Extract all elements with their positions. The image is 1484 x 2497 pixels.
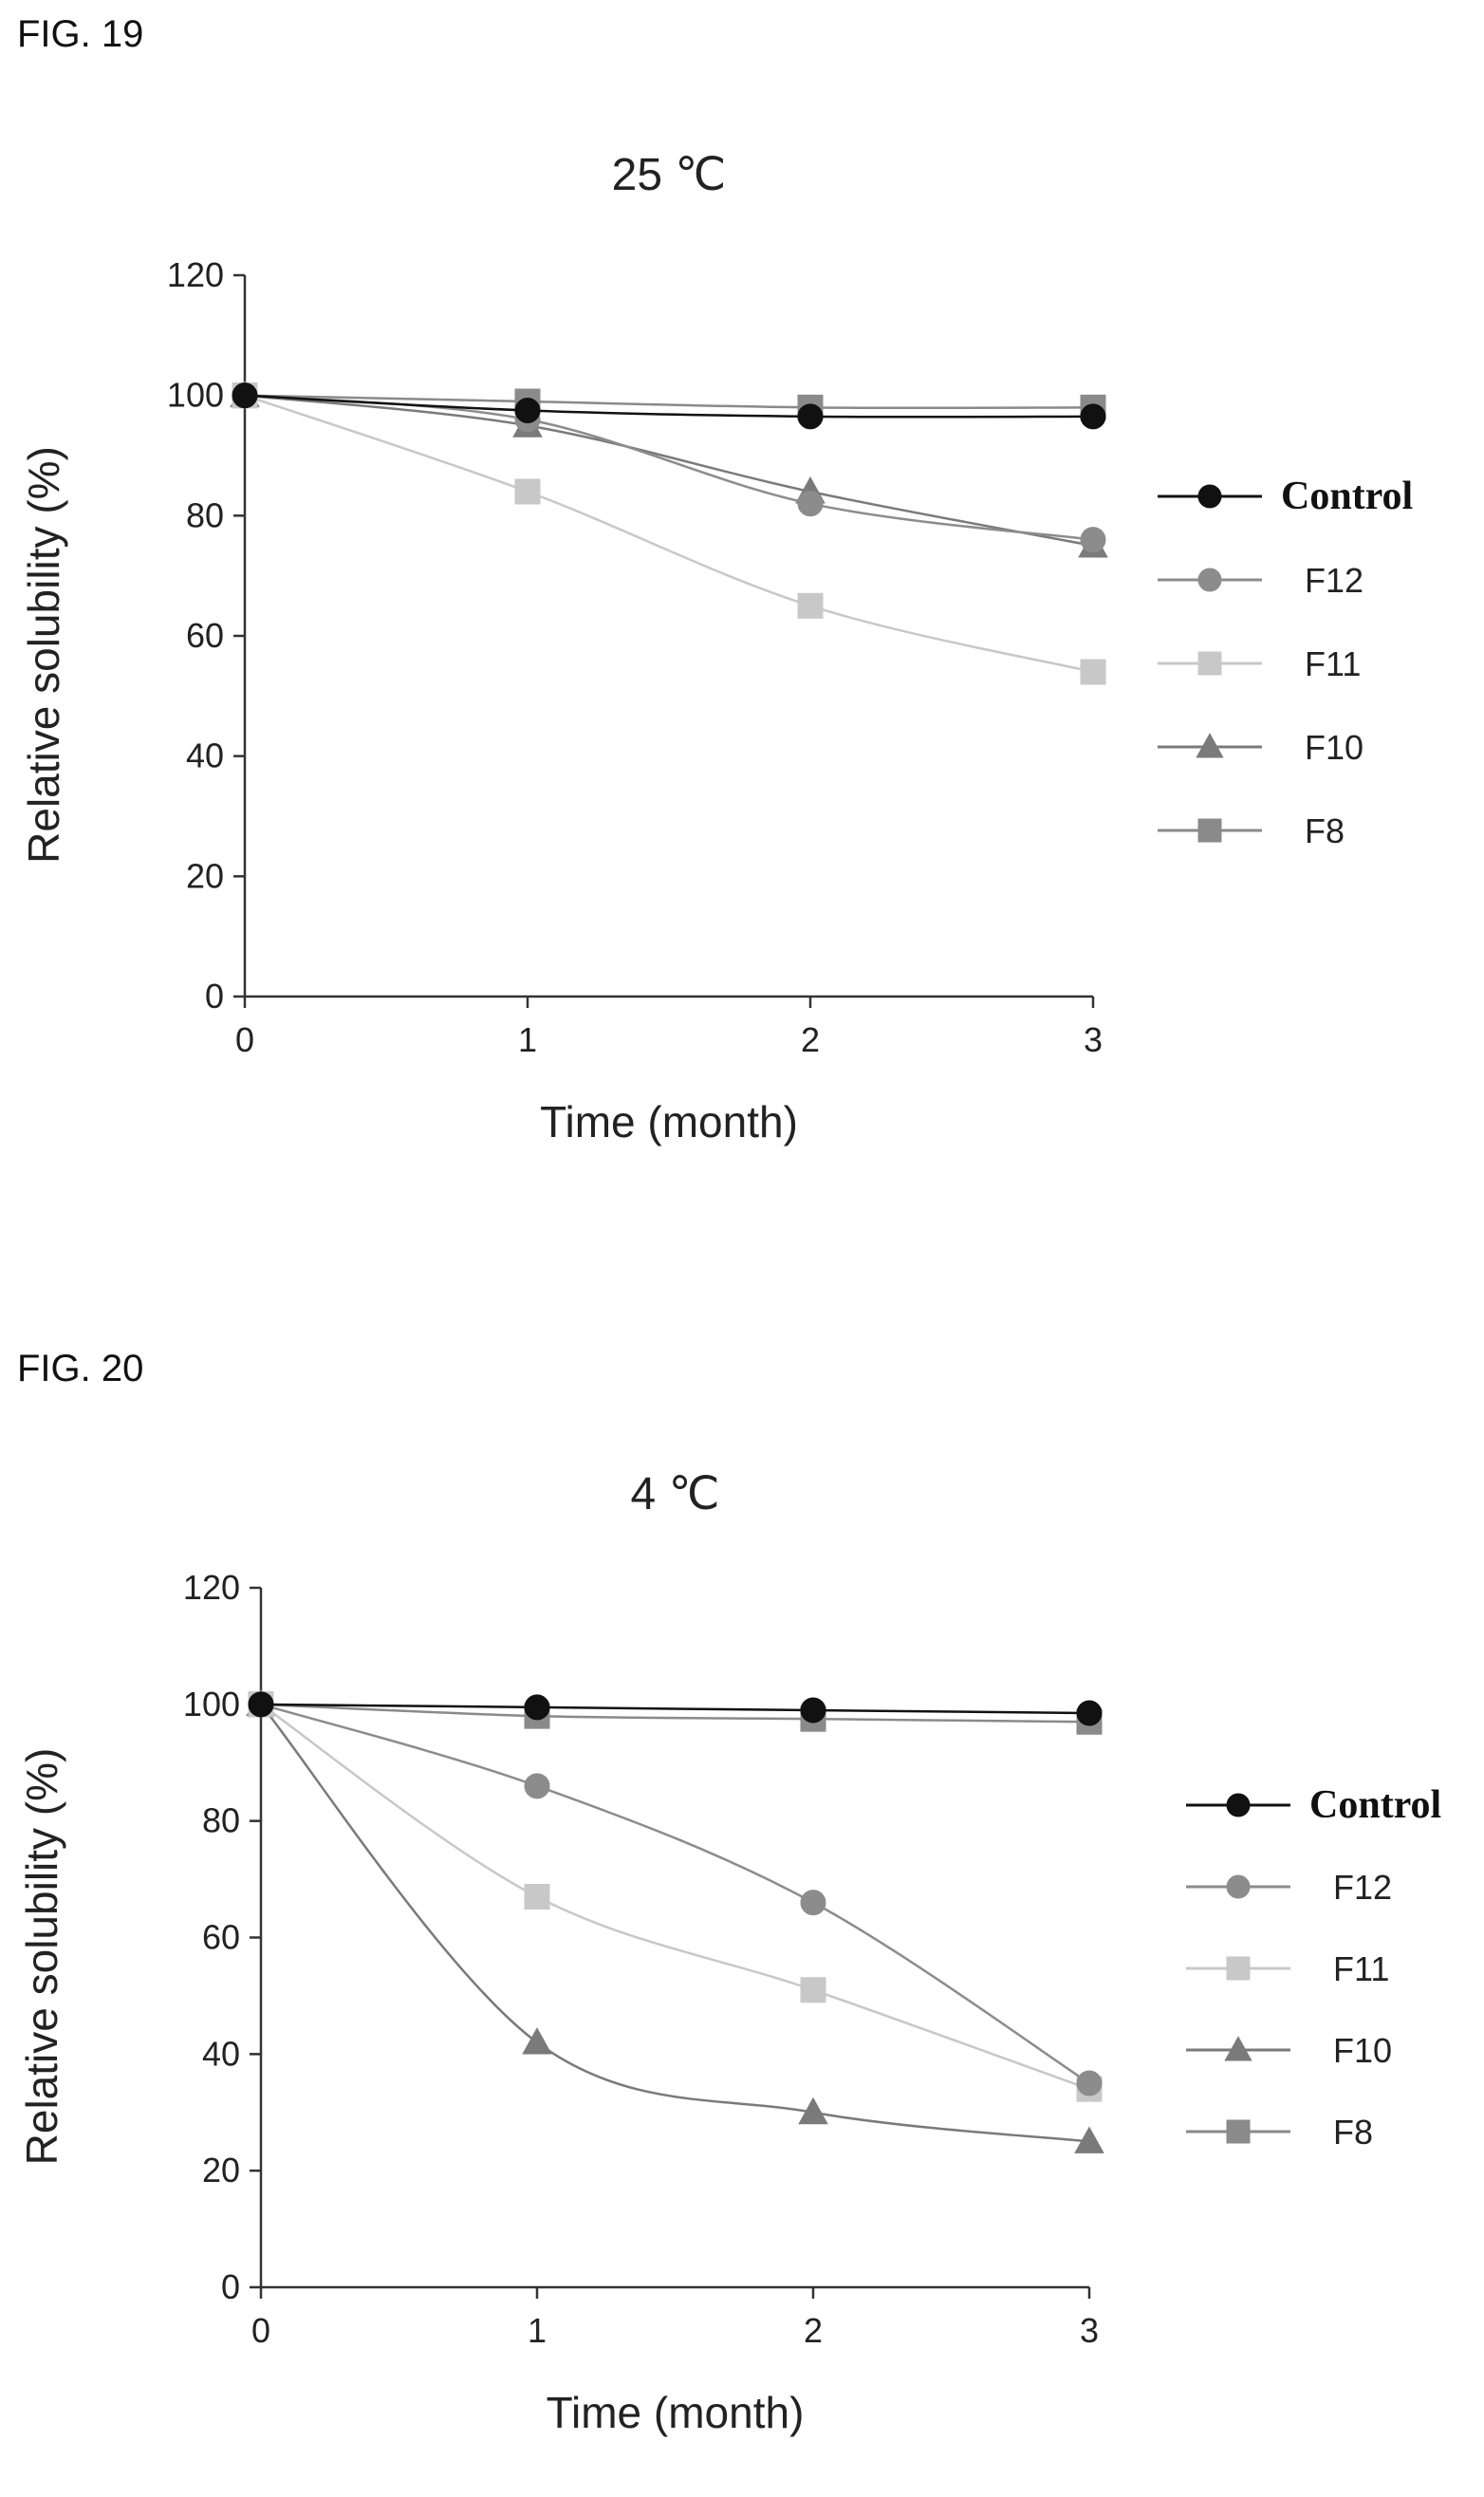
fig20-x-tick-label: 0 bbox=[251, 2311, 270, 2350]
fig19-legend-marker-f11 bbox=[1197, 651, 1222, 676]
fig19-legend-marker-f8 bbox=[1197, 818, 1222, 843]
fig19-y-tick-label: 0 bbox=[205, 977, 224, 1016]
fig19-y-tick-label: 60 bbox=[186, 616, 224, 655]
fig20-point-f12 bbox=[800, 1890, 826, 1916]
fig20-point-f12 bbox=[524, 1773, 550, 1799]
fig20-series-line-control bbox=[260, 1703, 1090, 1715]
fig20-legend-label-f12: F12 bbox=[1333, 1868, 1392, 1907]
fig19-point-f11 bbox=[797, 592, 824, 619]
fig19-y-tick-label: 40 bbox=[186, 736, 224, 775]
fig20-legend-marker-f10 bbox=[1224, 2036, 1252, 2061]
fig20-legend-label-control: Control bbox=[1309, 1783, 1441, 1827]
fig19-x-tick-label: 3 bbox=[1084, 1020, 1103, 1059]
fig20-point-control bbox=[1076, 1700, 1103, 1726]
fig20-point-f10 bbox=[798, 2096, 828, 2125]
fig20-legend-marker-f12 bbox=[1226, 1874, 1251, 1899]
fig19-x-tick-label: 2 bbox=[801, 1020, 820, 1059]
fig19-y-tick-label: 120 bbox=[167, 255, 224, 294]
fig19-series-line-f8 bbox=[244, 394, 1094, 410]
fig19-series-line-control bbox=[244, 394, 1094, 419]
fig20-point-f10 bbox=[522, 2027, 552, 2055]
fig20-series-line-f11 bbox=[260, 1703, 1090, 2091]
fig20-legend-label-f8: F8 bbox=[1333, 2113, 1373, 2152]
fig19-legend-label-control: Control bbox=[1281, 475, 1413, 518]
fig20-chart-title: 4 ℃ bbox=[631, 1469, 720, 1519]
fig20-x-tick-label: 3 bbox=[1080, 2311, 1099, 2350]
fig20-point-control bbox=[248, 1691, 274, 1718]
fig19-series-line-f11 bbox=[244, 394, 1094, 674]
fig20-legend-marker-control bbox=[1226, 1793, 1251, 1817]
fig19-x-tick-label: 0 bbox=[235, 1020, 254, 1059]
fig20-y-tick-label: 80 bbox=[202, 1801, 240, 1840]
fig19-series-line-f10 bbox=[244, 394, 1094, 548]
fig20-y-tick-label: 20 bbox=[202, 2151, 240, 2190]
fig19-y-tick-label: 80 bbox=[186, 495, 224, 534]
fig19-legend-label-f11: F11 bbox=[1305, 644, 1361, 683]
fig20-point-f11 bbox=[524, 1884, 550, 1910]
fig20-legend-label-f11: F11 bbox=[1333, 1949, 1389, 1988]
figure-label-20: FIG. 20 bbox=[17, 1348, 144, 1389]
fig20-y-tick-label: 120 bbox=[183, 1568, 240, 1607]
fig20-y-tick-label: 0 bbox=[221, 2267, 240, 2306]
fig19-y-tick-label: 100 bbox=[167, 376, 224, 415]
line-chart-25c: 25 ℃ 0 20 40 60 80 100 120 0 1 2 3 Time (month) Relat… bbox=[19, 150, 1413, 1146]
fig19-y-axis-title: Relative solubility (%) bbox=[19, 446, 68, 864]
fig19-point-f11 bbox=[514, 478, 541, 505]
fig19-legend-label-f8: F8 bbox=[1305, 811, 1345, 850]
fig19-point-control bbox=[514, 398, 541, 423]
fig20-y-axis-title: Relative solubility (%) bbox=[17, 1748, 66, 2166]
fig20-point-control bbox=[800, 1697, 826, 1724]
fig19-point-control bbox=[797, 403, 824, 430]
fig20-legend-marker-f8 bbox=[1226, 2119, 1251, 2144]
fig20-y-tick-label: 40 bbox=[202, 2034, 240, 2073]
fig19-legend-label-f12: F12 bbox=[1305, 561, 1363, 600]
fig19-y-tick-label: 20 bbox=[186, 856, 224, 895]
fig19-point-control bbox=[1080, 403, 1106, 430]
fig19-point-f11 bbox=[1080, 659, 1106, 685]
fig19-x-tick-label: 1 bbox=[518, 1020, 537, 1059]
fig19-legend-marker-control bbox=[1197, 484, 1222, 509]
fig20-point-f10 bbox=[1074, 2126, 1104, 2153]
fig20-point-control bbox=[524, 1694, 550, 1721]
fig20-y-tick-label: 60 bbox=[202, 1918, 240, 1957]
fig19-legend-label-f10: F10 bbox=[1305, 728, 1363, 767]
fig20-series-line-f12 bbox=[260, 1703, 1090, 2085]
fig20-point-f12 bbox=[1076, 2070, 1103, 2096]
fig20-x-axis-title: Time (month) bbox=[547, 2388, 805, 2437]
fig20-legend-marker-f11 bbox=[1226, 1956, 1251, 1981]
figure-label-19: FIG. 19 bbox=[17, 13, 144, 55]
fig20-legend-label-f10: F10 bbox=[1333, 2031, 1392, 2070]
fig19-legend-marker-f10 bbox=[1196, 733, 1224, 758]
fig20-series-line-f10 bbox=[260, 1704, 1090, 2143]
fig19-legend-marker-f12 bbox=[1197, 568, 1222, 592]
fig19-x-axis-title: Time (month) bbox=[540, 1097, 798, 1146]
fig20-x-tick-label: 2 bbox=[804, 2311, 823, 2350]
fig20-point-f11 bbox=[800, 1977, 826, 2003]
fig19-chart-title: 25 ℃ bbox=[612, 150, 727, 200]
fig19-point-f12 bbox=[797, 491, 824, 517]
fig20-y-tick-label: 100 bbox=[183, 1685, 240, 1724]
fig19-point-control bbox=[232, 382, 258, 409]
fig20-x-tick-label: 1 bbox=[528, 2311, 547, 2350]
fig20-series-line-f8 bbox=[260, 1703, 1090, 1724]
fig19-point-f12 bbox=[1080, 527, 1106, 553]
